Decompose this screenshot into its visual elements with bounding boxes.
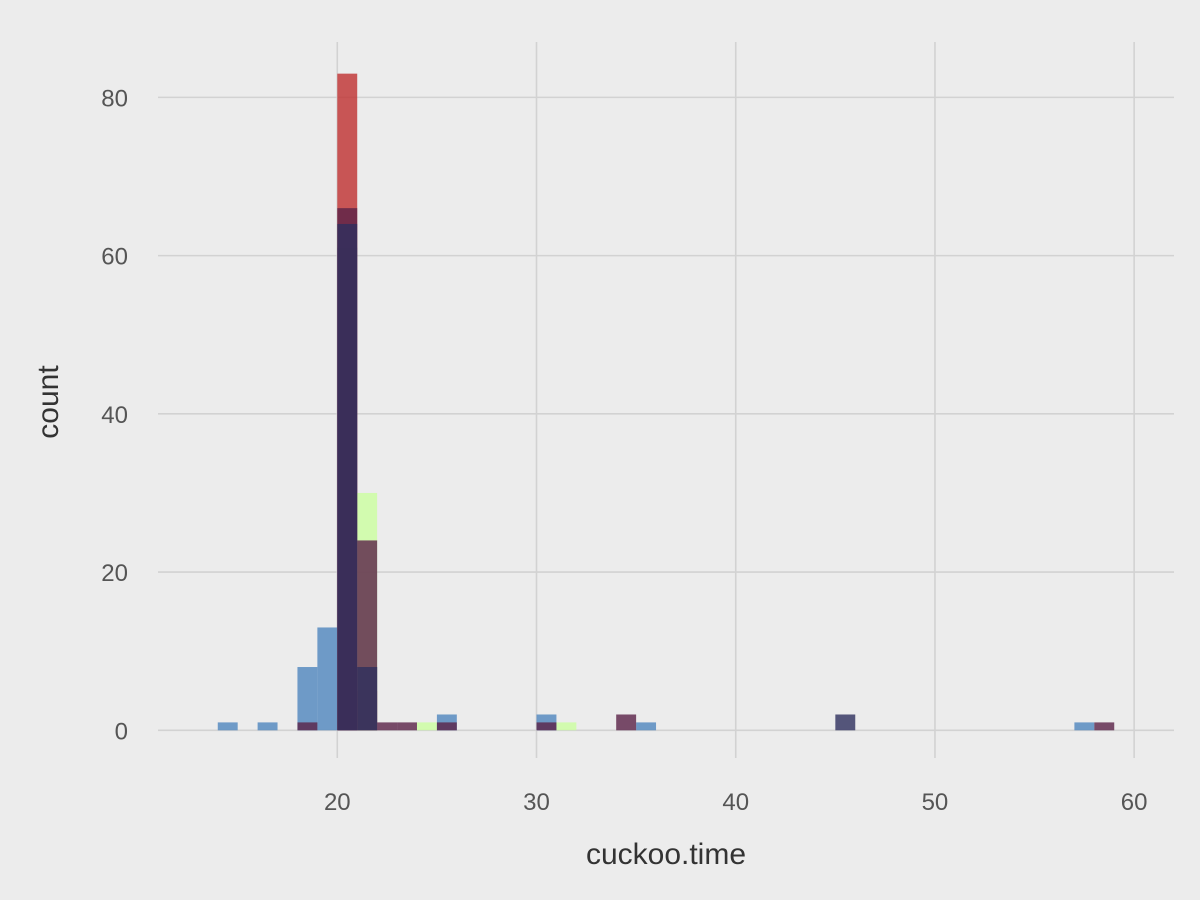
- histogram-bar: [616, 714, 637, 731]
- x-tick-label: 20: [324, 789, 351, 816]
- histogram-bar: [397, 722, 417, 731]
- histogram-bar: [377, 722, 398, 731]
- x-tick-label: 40: [722, 789, 749, 816]
- histogram-bar: [835, 714, 856, 731]
- y-axis-title: count: [32, 365, 65, 439]
- histogram-bar: [217, 722, 238, 731]
- histogram-bar: [1094, 722, 1115, 731]
- y-tick-label: 40: [101, 402, 128, 429]
- histogram-bar: [636, 722, 657, 731]
- histogram-bar: [1074, 722, 1095, 731]
- grid: [158, 42, 1174, 758]
- histogram-bar: [357, 667, 378, 731]
- histogram-bar: [337, 223, 358, 731]
- y-tick-label: 60: [101, 244, 128, 271]
- x-tick-label: 50: [922, 789, 949, 816]
- histogram-bars: [217, 73, 1115, 731]
- histogram-bar: [436, 722, 457, 731]
- histogram-bar: [257, 722, 278, 731]
- histogram-bar: [297, 667, 318, 731]
- x-tick-label: 30: [523, 789, 550, 816]
- histogram-bar: [536, 722, 557, 731]
- x-axis-ticks: 20 30 40 50 60: [324, 789, 1148, 816]
- y-tick-label: 20: [101, 560, 128, 587]
- y-tick-label: 0: [115, 718, 128, 745]
- y-axis-ticks: 0 20 40 60 80: [101, 85, 128, 745]
- histogram-bar: [297, 722, 318, 731]
- histogram-bar: [556, 722, 577, 731]
- histogram-bar: [317, 627, 338, 731]
- x-tick-label: 60: [1121, 789, 1148, 816]
- y-tick-label: 80: [101, 85, 128, 112]
- histogram-bar: [416, 722, 437, 731]
- x-axis-title: cuckoo.time: [586, 838, 746, 871]
